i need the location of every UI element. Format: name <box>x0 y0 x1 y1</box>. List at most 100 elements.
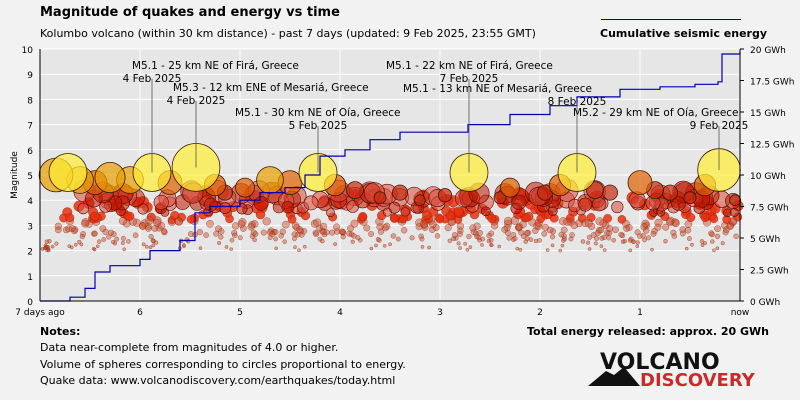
quake-point <box>558 248 563 253</box>
quake-point <box>67 244 72 249</box>
quake-point <box>231 222 240 230</box>
quake-point <box>595 217 604 226</box>
quake-point <box>635 240 640 245</box>
quake-point <box>546 226 554 234</box>
y-tick-label: 0 <box>27 298 33 308</box>
quake-point <box>269 231 276 238</box>
quake-point <box>326 208 335 217</box>
quake-point <box>273 236 279 242</box>
x-tick-label: 6 <box>137 308 143 318</box>
quake-point <box>503 216 513 226</box>
quake-point <box>642 227 650 234</box>
quake-point <box>333 242 338 247</box>
quake-point <box>374 243 378 248</box>
y-tick-label: 10 <box>22 46 34 56</box>
quake-point <box>631 239 636 244</box>
quake-point <box>377 228 385 235</box>
y-tick-label: 6 <box>27 147 33 157</box>
quake-point <box>291 231 298 238</box>
quake-point <box>523 239 528 244</box>
chart-subtitle: Kolumbo volcano (within 30 km distance) … <box>40 27 536 40</box>
quake-point <box>132 232 139 239</box>
y-tick-label: 2 <box>27 248 33 258</box>
quake-point <box>686 212 696 222</box>
quake-label: M5.1 - 22 km NE of Firá, Greece <box>386 60 553 72</box>
quake-point <box>54 222 62 230</box>
quake-point <box>198 246 203 251</box>
quake-point <box>689 242 694 247</box>
quake-point <box>232 232 238 239</box>
quake-point <box>310 219 319 228</box>
quake-point <box>712 248 716 253</box>
y-tick-label: 7 <box>27 122 33 132</box>
quake-point <box>561 238 566 243</box>
quake-label-date: 7 Feb 2025 <box>440 73 499 85</box>
quake-point <box>611 200 624 214</box>
x-tick-label: 5 <box>237 308 243 318</box>
quake-point <box>388 242 393 247</box>
quake-point <box>679 230 686 237</box>
quake-point <box>560 243 565 248</box>
quake-point <box>620 239 626 244</box>
y2-tick-label: 20 GWh <box>750 46 786 56</box>
quake-point <box>635 244 640 249</box>
quake-point <box>91 246 96 251</box>
quake-point <box>512 235 518 242</box>
quake-point <box>278 233 284 239</box>
quake-point <box>511 194 527 210</box>
quake-point <box>120 240 125 246</box>
quake-point <box>303 195 319 211</box>
quake-point <box>338 228 345 235</box>
y2-tick-label: 12.5 GWh <box>750 141 794 151</box>
large-quake-circle <box>500 177 520 198</box>
quake-point <box>720 241 725 246</box>
quake-point <box>137 203 149 215</box>
quake-point <box>400 226 408 234</box>
quake-point <box>714 233 721 240</box>
large-quake-circle <box>627 170 653 196</box>
quake-point <box>606 235 612 241</box>
quake-point <box>229 247 234 252</box>
quake-point <box>281 201 294 214</box>
logo-line-1: VOLCANO <box>600 350 720 375</box>
quake-point <box>625 223 633 232</box>
quake-point <box>593 241 598 246</box>
quake-point <box>602 248 607 252</box>
quake-point <box>520 233 527 239</box>
quake-point <box>292 236 297 242</box>
quake-point <box>68 225 76 232</box>
quake-point <box>501 226 509 233</box>
quake-point <box>260 229 267 236</box>
quake-point <box>297 248 301 253</box>
quake-point <box>611 237 617 243</box>
quake-point <box>541 230 548 237</box>
y-tick-label: 1 <box>27 273 33 283</box>
quake-point <box>584 219 593 228</box>
quake-point <box>287 215 297 224</box>
quake-point <box>518 247 523 252</box>
quake-point <box>447 238 453 244</box>
quake-point <box>153 194 169 211</box>
quake-point <box>114 236 120 242</box>
x-tick-label: 4 <box>337 308 343 318</box>
quake-point <box>432 224 440 232</box>
quake-point <box>709 214 719 224</box>
quake-point <box>549 234 556 240</box>
quake-point <box>684 227 692 234</box>
quake-point <box>347 224 354 232</box>
quake-point <box>145 216 154 225</box>
quake-point <box>599 244 604 248</box>
quake-point <box>487 214 497 224</box>
quake-point <box>463 241 468 246</box>
quake-point <box>714 225 722 233</box>
quake-point <box>420 245 425 249</box>
y-tick-label: 8 <box>27 96 33 106</box>
y-tick-label: 5 <box>27 172 33 182</box>
quake-point <box>139 222 147 230</box>
quake-point <box>650 247 654 252</box>
quake-point <box>528 237 534 242</box>
quake-point <box>350 219 359 228</box>
quake-point <box>203 232 209 238</box>
quake-point <box>150 238 156 243</box>
quake-point <box>456 241 461 246</box>
